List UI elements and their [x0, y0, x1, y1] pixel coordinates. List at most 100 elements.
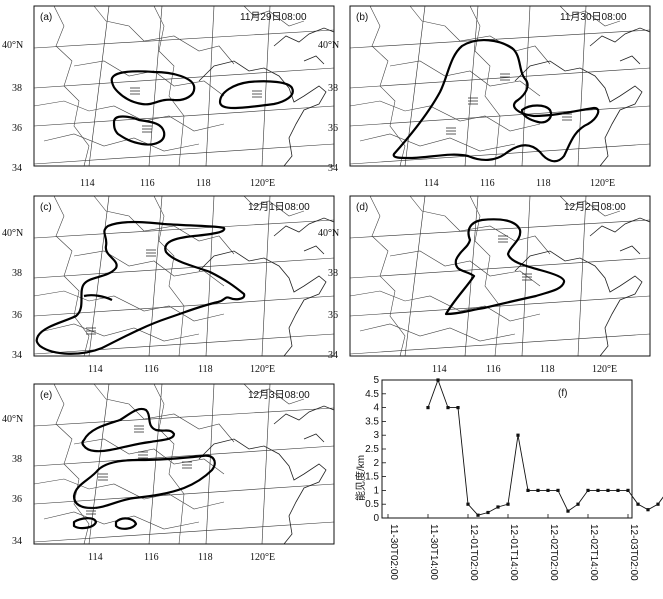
panel-label-b: (b): [356, 12, 368, 23]
lon-label-114-e: 114: [88, 552, 103, 563]
panel-label-e: (e): [40, 390, 52, 401]
visibility-point: [516, 433, 520, 437]
fog-region-a2: [112, 115, 166, 146]
visibility-point: [466, 502, 470, 506]
fog-region-c-inner: [83, 294, 113, 301]
x-tick-label: 12-01T02:00: [468, 524, 479, 581]
visibility-point: [456, 406, 460, 410]
visibility-series: [426, 378, 663, 517]
fog-region-d: [444, 218, 566, 316]
visibility-point: [476, 513, 480, 517]
y-tick-label: 5: [373, 375, 379, 386]
x-tick-label: 12-01T14:00: [508, 524, 519, 581]
visibility-point: [616, 488, 620, 492]
panel-label-c: (c): [40, 202, 52, 213]
lon-label-116-c: 116: [144, 364, 159, 375]
lat-label-34-d: 34: [328, 350, 338, 361]
map-panel-b: [349, 5, 651, 167]
y-tick-label: 1.5: [365, 472, 379, 483]
y-tick-label: 4: [373, 403, 379, 414]
fog-region-e3: [72, 517, 98, 530]
lon-label-114-c: 114: [88, 364, 103, 375]
visibility-point: [646, 508, 650, 512]
y-tick-label: 2: [373, 458, 379, 469]
visibility-point: [426, 406, 430, 410]
lon-label-120-e: 120°E: [250, 552, 275, 563]
lon-label-116-d: 116: [486, 364, 501, 375]
y-tick-label: 0.5: [365, 499, 379, 510]
y-tick-label: 4.5: [365, 389, 379, 400]
map-panel-e: [33, 383, 335, 545]
lat-label-34-c: 34: [12, 350, 22, 361]
lon-label-118-a: 118: [196, 178, 211, 189]
lon-label-116-b: 116: [480, 178, 495, 189]
visibility-point: [626, 488, 630, 492]
visibility-point: [606, 488, 610, 492]
y-axis-ticks: 0 0.5 1 1.5 2 2.5 3 3.5 4 4.5 5: [365, 375, 386, 524]
time-label-a: 11月29日08:00: [240, 11, 307, 23]
x-axis-ticks: 11-30T02:00 11-30T14:00 12-01T02:00 12-01T1…: [387, 514, 639, 581]
visibility-point: [566, 509, 570, 513]
y-tick-label: 0: [373, 513, 379, 524]
lat-label-38-a: 38: [12, 83, 22, 94]
x-tick-label: 12-02T02:00: [548, 524, 559, 581]
visibility-point: [446, 406, 450, 410]
map-labels: (a) 11月29日08:00 (b) 11月30日08:00 (c) 12月1…: [2, 11, 627, 563]
y-tick-label: 3.5: [365, 416, 379, 427]
fog-region-b: [392, 39, 600, 163]
visibility-line: [427, 378, 663, 516]
lat-label-36-e: 36: [12, 494, 22, 505]
fog-region-e4: [114, 517, 138, 530]
fog-region-a1: [110, 70, 196, 106]
visibility-point: [546, 488, 550, 492]
visibility-chart: (f) 能见度/km 0 0.5 1 1.5 2 2.5 3 3.5 4 4.5 5 11-30T0…: [354, 375, 663, 581]
lon-label-118-d: 118: [540, 364, 555, 375]
lat-label-38-e: 38: [12, 454, 22, 465]
lon-label-116-e: 116: [144, 552, 159, 563]
visibility-point: [526, 488, 530, 492]
map-panel-d: [349, 195, 651, 357]
visibility-point: [506, 502, 510, 506]
lat-label-40-b: 40°N: [318, 40, 339, 51]
lat-label-34-a: 34: [12, 163, 22, 174]
lat-label-38-b: 38: [328, 83, 338, 94]
chart-plot-frame: [381, 379, 633, 519]
lat-label-38-d: 38: [328, 268, 338, 279]
y-tick-label: 1: [373, 485, 379, 496]
lon-label-114-b: 114: [424, 178, 439, 189]
lon-label-120-a: 120°E: [250, 178, 275, 189]
y-tick-label: 3: [373, 430, 379, 441]
visibility-point: [656, 502, 660, 506]
lon-label-118-e: 118: [198, 552, 213, 563]
visibility-point: [596, 488, 600, 492]
y-tick-label: 2.5: [365, 444, 379, 455]
lon-label-120-b: 120°E: [590, 178, 615, 189]
lon-label-114-d: 114: [432, 364, 447, 375]
x-tick-label: 12-02T14:00: [588, 524, 599, 581]
x-tick-label: 11-30T14:00: [428, 524, 439, 580]
fog-region-c: [35, 220, 246, 355]
lon-label-116-a: 116: [140, 178, 155, 189]
fog-region-b-hole: [520, 104, 553, 124]
visibility-point: [586, 488, 590, 492]
visibility-point: [636, 502, 640, 506]
lon-label-118-c: 118: [198, 364, 213, 375]
lat-label-36-d: 36: [328, 310, 338, 321]
fog-region-e2: [72, 454, 216, 510]
visibility-point: [436, 378, 440, 382]
visibility-point: [486, 510, 490, 515]
visibility-point: [536, 488, 540, 492]
fog-region-a3: [218, 80, 294, 110]
visibility-point: [576, 502, 580, 506]
x-tick-label: 11-30T02:00: [388, 524, 399, 580]
lat-label-40-e: 40°N: [2, 414, 23, 425]
x-tick-label: 12-03T02:00: [628, 524, 639, 581]
lat-label-40-d: 40°N: [318, 228, 339, 239]
lat-label-36-b: 36: [328, 123, 338, 134]
map-panel-a: [33, 5, 335, 167]
lon-label-114-a: 114: [80, 178, 95, 189]
time-label-b: 11月30日08:00: [560, 11, 627, 23]
lat-label-36-c: 36: [12, 310, 22, 321]
lat-label-40-c: 40°N: [2, 228, 23, 239]
